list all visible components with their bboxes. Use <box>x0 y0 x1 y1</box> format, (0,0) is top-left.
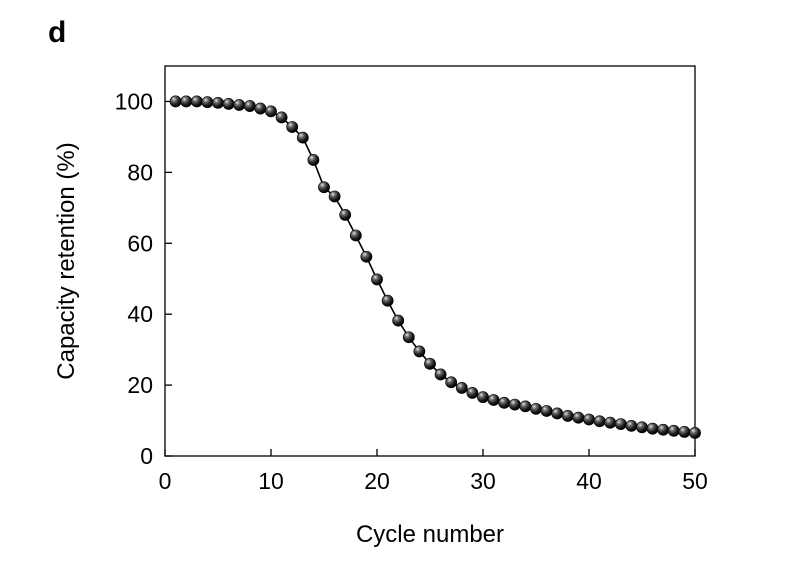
data-point <box>254 102 267 115</box>
data-point <box>349 229 362 242</box>
data-point <box>445 376 458 389</box>
data-point <box>222 98 235 110</box>
y-tick-label: 60 <box>127 230 153 256</box>
data-point <box>275 111 288 124</box>
data-point <box>487 394 500 406</box>
data-point <box>625 419 638 432</box>
y-tick-label: 40 <box>127 301 153 327</box>
y-axis-title: Capacity retention (%) <box>53 142 80 379</box>
data-point <box>593 415 606 428</box>
data-point <box>243 100 256 112</box>
data-point <box>530 402 542 415</box>
x-tick-label: 50 <box>682 468 708 494</box>
data-point <box>667 424 680 437</box>
y-tick-label: 100 <box>115 88 153 114</box>
x-tick-label: 10 <box>258 468 284 494</box>
data-point <box>508 398 521 411</box>
data-point <box>657 423 670 436</box>
data-point <box>190 95 203 108</box>
data-point <box>360 250 373 263</box>
data-point <box>424 357 436 370</box>
data-point <box>318 181 330 194</box>
data-point <box>307 154 320 166</box>
y-tick-label: 0 <box>140 443 153 469</box>
data-point <box>339 209 352 221</box>
x-tick-label: 30 <box>470 468 496 494</box>
y-axis: 0 20 40 60 80 100 <box>115 88 172 469</box>
data-point <box>498 396 511 409</box>
data-point <box>583 413 595 426</box>
data-point <box>636 421 648 434</box>
y-tick-label: 20 <box>127 372 153 398</box>
data-point <box>402 331 415 344</box>
x-tick-label: 20 <box>364 468 390 494</box>
data-point <box>614 418 627 430</box>
data-point <box>434 368 447 381</box>
plot-frame <box>164 65 696 457</box>
data-point <box>180 95 193 108</box>
x-axis: 0 10 20 30 40 50 <box>159 449 708 494</box>
data-markers <box>169 95 701 439</box>
data-point <box>551 407 564 420</box>
data-point <box>328 190 341 203</box>
data-point <box>604 416 617 429</box>
data-point <box>646 422 659 435</box>
data-point <box>371 273 383 286</box>
data-point <box>466 386 479 399</box>
data-point <box>296 131 309 144</box>
series-line <box>175 100 696 434</box>
data-point <box>678 425 691 438</box>
data-point <box>201 96 214 109</box>
data-point <box>413 345 426 358</box>
data-point <box>212 96 224 109</box>
data-point <box>169 95 182 108</box>
data-point <box>540 405 553 417</box>
data-point <box>392 314 405 327</box>
x-axis-title: Cycle number <box>356 521 504 548</box>
data-point <box>381 294 394 307</box>
data-point <box>561 410 574 422</box>
data-point <box>286 121 299 133</box>
data-point <box>233 99 246 111</box>
data-point <box>455 382 468 394</box>
data-point <box>519 400 532 413</box>
x-tick-label: 0 <box>159 468 172 494</box>
y-tick-label: 80 <box>127 159 153 185</box>
data-point <box>265 105 277 118</box>
x-tick-label: 40 <box>576 468 602 494</box>
panel-label: d <box>48 16 66 49</box>
data-point <box>572 411 585 424</box>
data-point <box>477 391 489 404</box>
data-point <box>689 427 701 439</box>
